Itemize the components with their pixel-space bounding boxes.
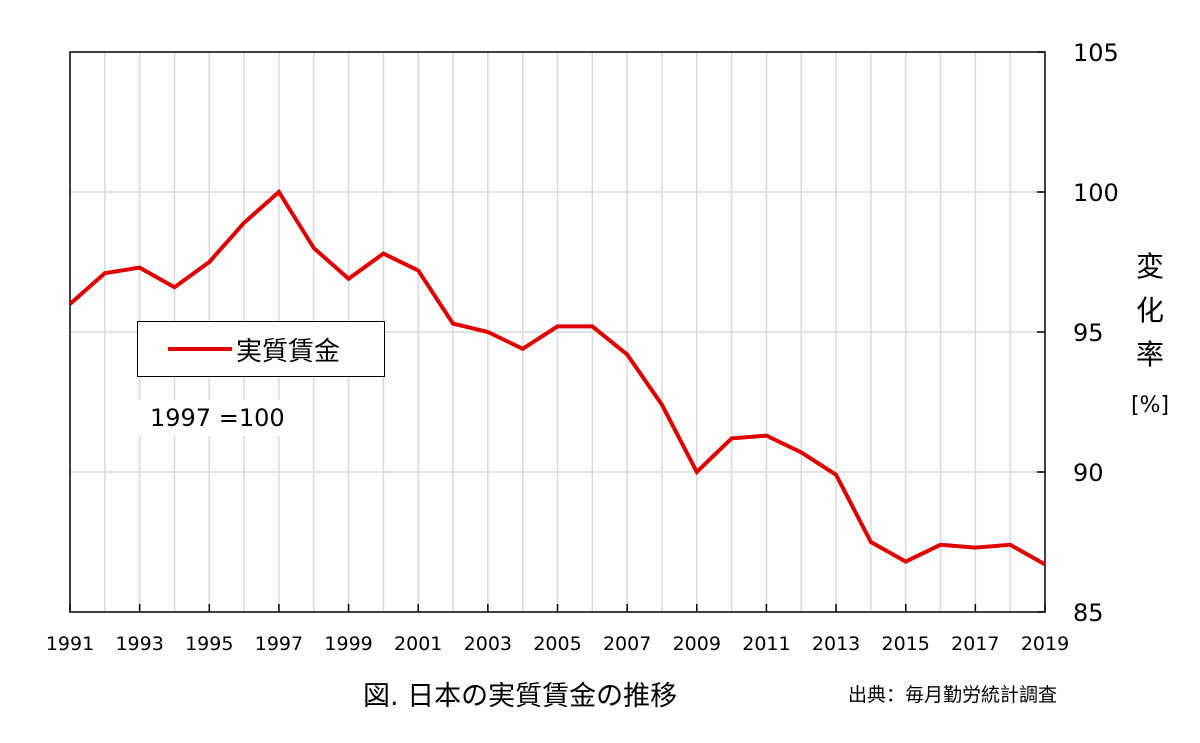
base-year-annotation: 1997 =100 xyxy=(138,400,295,436)
y-axis-ticks: 85 90 95 100 105 xyxy=(1037,39,1119,627)
x-tick-label: 2001 xyxy=(394,633,442,655)
y-tick-label: 90 xyxy=(1073,459,1104,487)
x-tick-label: 2015 xyxy=(882,633,930,655)
legend: 実質賃金 xyxy=(137,321,385,377)
y-tick-label: 100 xyxy=(1073,179,1119,207)
legend-label: 実質賃金 xyxy=(236,336,341,367)
x-tick-label: 2009 xyxy=(673,633,721,655)
x-axis-ticks: 1991 1993 1995 1997 1999 2001 2003 2005 2007 2009… xyxy=(46,604,1069,655)
x-tick-label: 1999 xyxy=(324,633,372,655)
grid-lines xyxy=(70,52,1045,612)
figure-caption: 図. 日本の実質賃金の推移 xyxy=(363,681,678,712)
source-note: 出典：毎月勤労統計調査 xyxy=(848,684,1058,706)
x-tick-label: 2017 xyxy=(951,633,999,655)
x-tick-label: 1997 xyxy=(255,633,303,655)
x-tick-label: 2003 xyxy=(464,633,512,655)
y-tick-label: 105 xyxy=(1073,39,1119,67)
x-tick-label: 2019 xyxy=(1021,633,1069,655)
y-axis-label-text: 変化率 xyxy=(1135,250,1164,371)
x-tick-label: 1993 xyxy=(115,633,163,655)
x-tick-label: 2005 xyxy=(533,633,581,655)
y-tick-label: 85 xyxy=(1073,599,1104,627)
x-tick-label: 2007 xyxy=(603,633,651,655)
x-tick-label: 2013 xyxy=(812,633,860,655)
y-axis-label: 変化率 [%] xyxy=(1125,245,1175,421)
series-group xyxy=(68,188,1046,567)
x-tick-label: 2011 xyxy=(742,633,790,655)
y-axis-unit: [%] xyxy=(1130,393,1170,418)
y-tick-label: 95 xyxy=(1073,319,1104,347)
x-tick-label: 1995 xyxy=(185,633,233,655)
x-tick-label: 1991 xyxy=(46,633,94,655)
series-line xyxy=(68,188,1046,567)
legend-swatch xyxy=(168,347,232,351)
